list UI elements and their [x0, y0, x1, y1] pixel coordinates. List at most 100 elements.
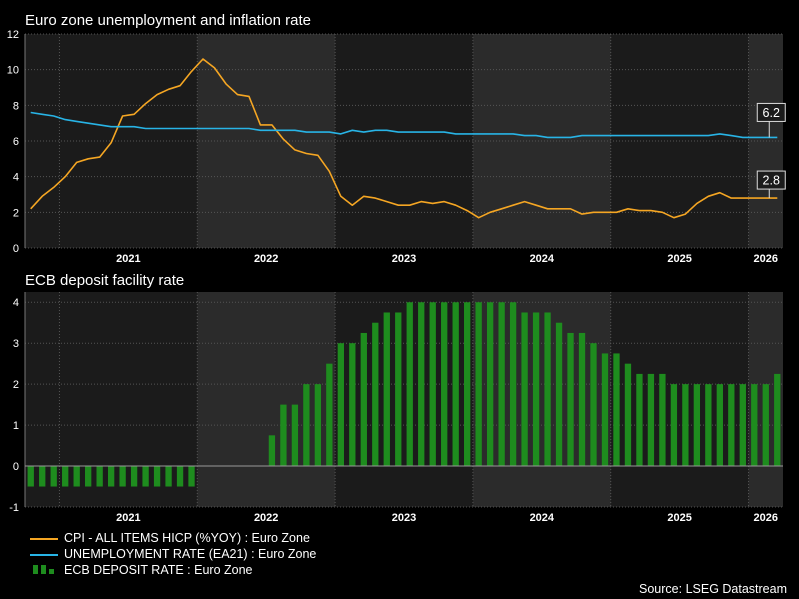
ecb-rate-bar	[452, 302, 459, 467]
top-y-tick-label: 4	[13, 172, 19, 184]
ecb-rate-bar	[441, 302, 448, 467]
bottom-y-tick-label: -1	[9, 502, 19, 514]
ecb-rate-bar	[532, 312, 540, 467]
bottom-y-tick-label: 0	[13, 461, 19, 473]
ecb-rate-bar	[429, 302, 436, 467]
ecb-rate-bar	[142, 466, 149, 487]
ecb-rate-bar	[119, 466, 126, 487]
ecb-rate-bar	[280, 404, 287, 467]
ecb-rate-bar	[636, 373, 643, 467]
ecb-rate-bar	[372, 322, 379, 467]
ecb-rate-bar	[590, 343, 597, 467]
ecb-rate-bar	[73, 466, 80, 487]
bottom-year-band	[472, 292, 611, 507]
ecb-rate-bar	[130, 466, 138, 487]
ecb-rate-bar	[349, 343, 356, 467]
ecb-rate-bar	[601, 353, 609, 467]
top-y-tick-label: 2	[13, 207, 19, 219]
ecb-rate-bar	[303, 384, 310, 467]
ecb-rate-bar	[762, 384, 769, 467]
ecb-rate-bar	[498, 302, 505, 467]
bottom-plot-area	[25, 292, 783, 507]
legend-swatch-unemployment	[30, 554, 58, 556]
top-chart-title: Euro zone unemployment and inflation rat…	[25, 12, 312, 29]
bottom-chart-title: ECB deposit facility rate	[25, 272, 185, 289]
ecb-rate-bar	[647, 373, 655, 467]
ecb-rate-bar	[659, 373, 666, 467]
ecb-rate-bar	[486, 302, 494, 467]
ecb-rate-bar	[96, 466, 103, 487]
ecb-rate-bar	[693, 384, 701, 467]
ecb-rate-bar	[383, 312, 390, 467]
ecb-rate-bar	[27, 466, 34, 487]
bottom-x-tick-label: 2021	[116, 512, 140, 524]
top-y-tick-label: 10	[7, 65, 19, 77]
unemployment-callout-box	[756, 102, 786, 122]
ecb-rate-bar	[39, 466, 46, 487]
top-y-tick-label: 12	[7, 29, 19, 41]
legend-swatch-cpi	[30, 538, 58, 540]
ecb-rate-bar	[85, 466, 92, 487]
ecb-rate-bar	[395, 312, 402, 467]
bottom-x-tick-label: 2026	[754, 512, 778, 524]
ecb-rate-bar	[739, 384, 746, 467]
ecb-rate-bar	[578, 332, 586, 467]
ecb-rate-bar	[682, 384, 689, 467]
ecb-rate-bar	[188, 466, 195, 487]
ecb-rate-bar	[464, 302, 471, 467]
cpi-callout-box	[756, 170, 786, 190]
ecb-rate-bar	[475, 302, 482, 467]
unemployment-last-value-label: 6.2	[763, 106, 780, 120]
unemployment-series-line	[30, 111, 778, 139]
top-y-tick-label: 8	[13, 100, 19, 112]
ecb-rate-bar	[544, 312, 551, 467]
ecb-rate-bar	[291, 404, 299, 467]
top-x-tick-label: 2022	[254, 253, 278, 265]
ecb-rate-bar	[176, 466, 184, 487]
ecb-rate-bar	[314, 384, 322, 467]
ecb-rate-bar	[751, 384, 758, 467]
ecb-rate-bar	[360, 332, 367, 467]
ecb-rate-bar	[50, 466, 57, 487]
cpi-last-value-label: 2.8	[763, 174, 780, 188]
ecb-rate-bar	[418, 302, 425, 467]
bottom-y-tick-label: 4	[13, 297, 19, 309]
ecb-rate-bar	[406, 302, 413, 467]
ecb-rate-bar	[326, 363, 333, 467]
ecb-rate-bar	[705, 384, 712, 467]
ecb-rate-bar	[555, 322, 563, 467]
top-x-tick-label: 2025	[667, 253, 691, 265]
legend-label-unemployment: UNEMPLOYMENT RATE (EA21) : Euro Zone	[64, 547, 317, 561]
top-x-tick-label: 2024	[530, 253, 555, 265]
bottom-x-tick-label: 2024	[530, 512, 555, 524]
top-y-tick-label: 0	[13, 243, 19, 255]
ecb-rate-bar	[774, 373, 781, 467]
top-x-tick-label: 2026	[754, 253, 778, 265]
cpi-series-line	[30, 58, 778, 219]
ecb-rate-bar	[728, 384, 735, 467]
top-x-tick-label: 2021	[116, 253, 140, 265]
ecb-rate-bar	[613, 353, 620, 467]
ecb-rate-bar	[509, 302, 517, 467]
bottom-x-tick-label: 2022	[254, 512, 278, 524]
legend-swatch-ecb	[33, 565, 54, 574]
bottom-y-tick-label: 2	[13, 379, 19, 391]
ecb-rate-bar	[716, 384, 723, 467]
bottom-y-tick-label: 3	[13, 338, 19, 350]
ecb-rate-bar	[567, 332, 574, 467]
top-y-tick-label: 6	[13, 136, 19, 148]
legend-label-ecb: ECB DEPOSIT RATE : Euro Zone	[64, 563, 253, 577]
ecb-rate-bar	[165, 466, 172, 487]
bottom-year-band	[197, 292, 336, 507]
ecb-rate-bar	[62, 466, 69, 487]
ecb-rate-bar	[670, 384, 678, 467]
ecb-rate-bar	[624, 363, 632, 467]
ecb-rate-bar	[107, 466, 115, 487]
ecb-rate-bar	[521, 312, 528, 467]
bottom-y-tick-label: 1	[13, 420, 19, 432]
top-year-band	[748, 34, 783, 248]
legend-label-cpi: CPI - ALL ITEMS HICP (%YOY) : Euro Zone	[64, 531, 310, 545]
ecb-rate-bar	[268, 435, 276, 467]
top-x-tick-label: 2023	[392, 253, 416, 265]
